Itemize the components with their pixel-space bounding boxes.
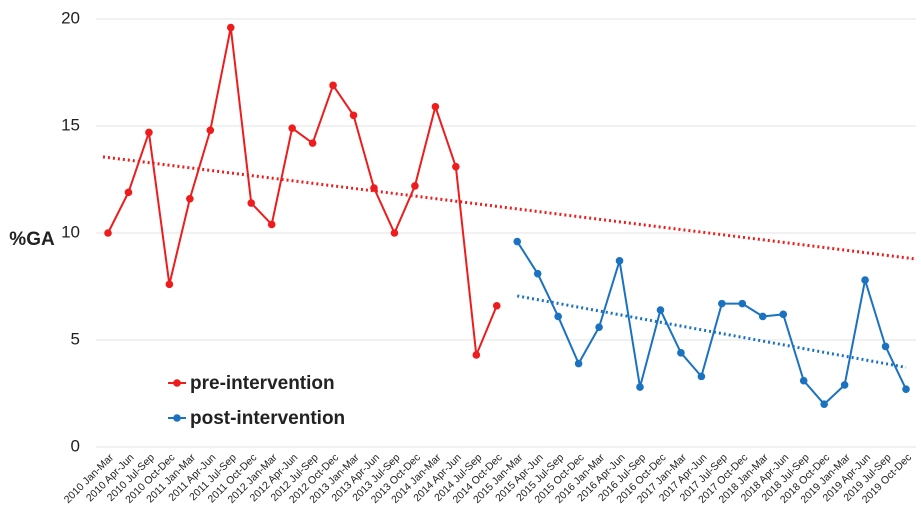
data-point	[206, 126, 215, 135]
trendline	[102, 155, 915, 261]
data-point	[247, 199, 256, 207]
data-point	[595, 323, 603, 331]
data-point	[186, 194, 194, 203]
y-tick-label: 20	[61, 8, 80, 27]
data-point	[267, 220, 276, 229]
data-point	[390, 229, 399, 237]
data-point	[738, 299, 747, 308]
series-line	[107, 27, 498, 356]
y-tick-label: 10	[61, 222, 80, 241]
data-point	[636, 383, 644, 391]
data-point	[615, 257, 624, 265]
data-point	[574, 359, 583, 368]
data-point	[349, 111, 358, 120]
data-point	[840, 381, 849, 389]
data-point	[308, 139, 317, 147]
data-point	[902, 385, 910, 394]
y-axis-label: %GA	[9, 229, 55, 250]
legend-label: post-intervention	[190, 408, 345, 429]
data-point	[288, 124, 296, 132]
data-point	[718, 299, 726, 308]
data-point	[513, 237, 522, 246]
data-point	[165, 280, 174, 289]
series-line	[516, 241, 907, 406]
data-point	[492, 301, 501, 310]
legend-label: pre-intervention	[190, 373, 335, 394]
data-point	[104, 229, 112, 237]
data-point	[779, 310, 788, 319]
trendline	[516, 294, 907, 369]
data-point	[677, 349, 685, 357]
data-point	[452, 162, 460, 171]
data-point	[472, 351, 481, 359]
data-point	[758, 312, 767, 321]
y-tick-label: 15	[61, 115, 80, 134]
data-point	[411, 182, 419, 190]
data-point	[329, 81, 337, 90]
data-point	[554, 312, 562, 321]
data-point	[145, 128, 153, 137]
data-point	[656, 306, 665, 314]
data-point	[370, 184, 378, 192]
data-point	[533, 269, 542, 278]
data-point	[861, 276, 869, 284]
data-point	[124, 188, 133, 197]
data-point	[799, 376, 808, 385]
legend-marker	[173, 414, 181, 422]
y-tick-label: 0	[71, 436, 80, 455]
legend-marker	[173, 379, 181, 387]
data-point	[226, 23, 235, 32]
data-point	[431, 102, 440, 111]
y-tick-label: 5	[71, 329, 80, 348]
data-point	[820, 400, 828, 409]
data-point	[697, 372, 706, 381]
data-point	[881, 342, 890, 351]
